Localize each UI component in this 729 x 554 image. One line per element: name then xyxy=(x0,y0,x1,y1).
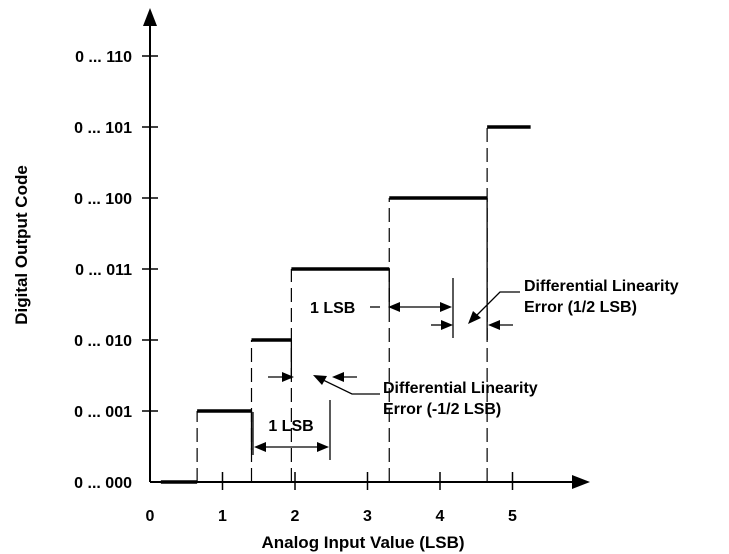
y-tick-label: 0 ... 110 xyxy=(75,49,132,66)
lsb-upper-label: 1 LSB xyxy=(310,300,355,317)
y-axis-title: Digital Output Code xyxy=(12,165,31,325)
x-tick-label: 5 xyxy=(508,508,517,525)
lsb-lower-dimension: 1 LSB xyxy=(252,400,331,460)
x-tick-label: 3 xyxy=(363,508,372,525)
x-tick-label: 2 xyxy=(291,508,300,525)
y-tick-label: 0 ... 010 xyxy=(74,333,132,350)
dle-lower-right-arrowhead xyxy=(332,372,344,382)
y-tick-label: 0 ... 001 xyxy=(74,404,132,421)
dle-upper-label-line2: Error (1/2 LSB) xyxy=(524,299,637,316)
dle-upper-label-line1: Differential Linearity xyxy=(524,278,679,295)
dle-lower-annotation: Differential Linearity Error (-1/2 LSB) xyxy=(268,372,538,418)
lsb-lower-arrowhead-left xyxy=(254,442,266,452)
y-tick-label: 0 ... 000 xyxy=(74,475,132,492)
dle-lower-pointer-arrowhead xyxy=(313,375,327,385)
lsb-upper-arrowhead-right xyxy=(440,302,452,312)
dle-upper-right-arrowhead xyxy=(488,320,500,330)
y-axis-arrowhead xyxy=(143,8,157,26)
x-tick-label: 0 xyxy=(146,508,155,525)
dle-upper-pointer-arrowhead xyxy=(468,311,481,324)
dle-lower-left-arrowhead xyxy=(282,372,294,382)
x-axis-arrowhead xyxy=(572,475,590,489)
lsb-upper-arrowhead-left xyxy=(388,302,400,312)
axes xyxy=(143,8,590,489)
y-tick-label: 0 ... 011 xyxy=(75,262,132,279)
lsb-lower-arrowhead-right xyxy=(317,442,329,452)
lsb-lower-label: 1 LSB xyxy=(268,418,313,435)
lsb-upper-dimension: 1 LSB xyxy=(310,278,454,338)
transfer-steps xyxy=(160,125,531,484)
dle-upper-left-arrowhead xyxy=(441,320,453,330)
y-tick-label: 0 ... 100 xyxy=(74,191,132,208)
x-tick-label: 1 xyxy=(218,508,227,525)
y-tick-label: 0 ... 101 xyxy=(74,120,132,137)
dle-lower-label-line1: Differential Linearity xyxy=(383,380,538,397)
x-ticks: 0 1 2 3 4 5 xyxy=(146,472,517,525)
dle-lower-label-line2: Error (-1/2 LSB) xyxy=(383,401,501,418)
x-axis-title: Analog Input Value (LSB) xyxy=(261,533,464,552)
y-ticks: 0 ... 000 0 ... 001 0 ... 010 0 ... 011 0 ..… xyxy=(74,49,158,492)
x-tick-label: 4 xyxy=(436,508,445,525)
dle-upper-annotation: Differential Linearity Error (1/2 LSB) xyxy=(431,278,679,330)
dle-lower-pointer-line xyxy=(318,377,380,395)
dle-upper-pointer-line xyxy=(473,291,520,319)
